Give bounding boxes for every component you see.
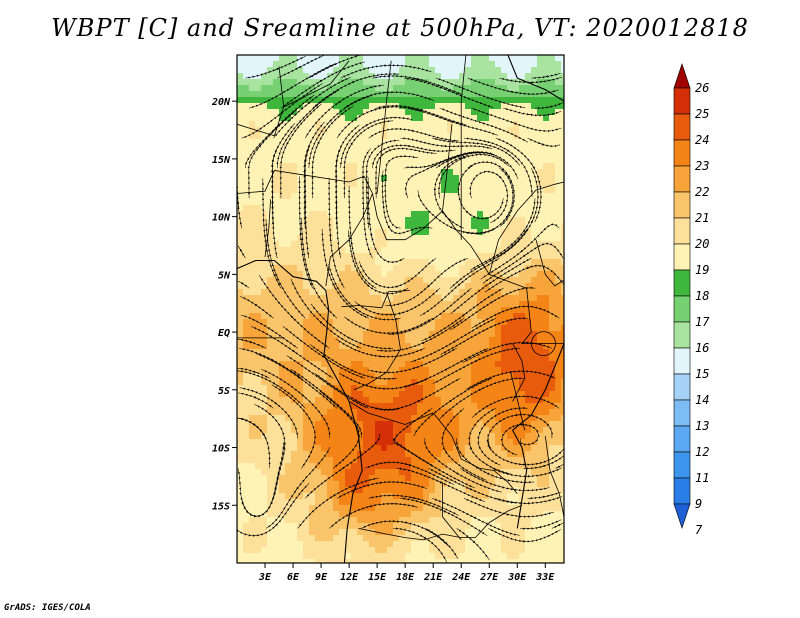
colorbar-swatch — [673, 451, 691, 479]
lon-tick-label: 21E — [423, 572, 443, 583]
colorbar-label: 18 — [695, 289, 709, 303]
lat-tick-label: 5S — [218, 386, 230, 397]
colorbar-swatch — [673, 399, 691, 427]
lon-tick-label: 6E — [287, 572, 300, 583]
colorbar-label: 9 — [695, 497, 702, 511]
colorbar-swatch — [673, 373, 691, 401]
lat-tick-label: 10N — [212, 213, 231, 224]
colorbar-label: 7 — [695, 523, 703, 537]
colorbar-swatch — [673, 165, 691, 193]
colorbar-label: 15 — [695, 367, 709, 381]
colorbar-swatch — [673, 113, 691, 141]
lon-tick-label: 30E — [507, 572, 527, 583]
colorbar-down-icon — [673, 503, 691, 529]
colorbar-swatch — [673, 191, 691, 219]
lon-tick-label: 12E — [340, 572, 359, 583]
colorbar-label: 22 — [695, 185, 709, 199]
lon-tick-label: 9E — [315, 572, 328, 583]
streamline-layer — [237, 55, 564, 563]
colorbar-swatch — [673, 295, 691, 323]
colorbar-swatch — [673, 321, 691, 349]
colorbar-label: 21 — [695, 211, 709, 225]
lon-tick-label: 33E — [535, 572, 555, 583]
colorbar-up-icon — [673, 63, 691, 89]
lat-tick-label: 15N — [212, 155, 231, 166]
colorbar-swatch — [673, 243, 691, 271]
lat-tick-label: 15S — [212, 501, 230, 512]
colorbar-label: 23 — [695, 159, 709, 173]
lat-tick-label: EQ — [218, 328, 230, 339]
plot-frame — [236, 54, 565, 564]
colorbar-label: 14 — [695, 393, 709, 407]
colorbar-label: 26 — [695, 81, 709, 95]
colorbar-label: 16 — [695, 341, 709, 355]
lat-tick-label: 10S — [212, 444, 230, 455]
latitude-axis: 20N 15N 10N 5N EQ 5S 10S 15S — [211, 97, 237, 512]
colorbar-swatch — [673, 269, 691, 297]
map-title: WBPT [C] and Sreamline at 500hPa, VT: 20… — [51, 14, 749, 42]
colorbar-label: 24 — [695, 133, 709, 147]
lat-tick-label: 20N — [211, 97, 231, 108]
colorbar-swatch — [673, 217, 691, 245]
colorbar-label: 25 — [695, 107, 709, 121]
colorbar: 26 25 24 23 22 21 20 19 18 17 16 15 14 13 12 11 9 7 — [673, 63, 710, 537]
colorbar-label: 13 — [695, 419, 709, 433]
colorbar-swatch — [673, 477, 691, 505]
lon-tick-label: 15E — [368, 572, 387, 583]
wbpt-field — [237, 55, 564, 563]
colorbar-label: 20 — [695, 237, 709, 251]
footer-credit: GrADS: IGES/COLA — [4, 603, 91, 613]
lon-tick-label: 24E — [451, 572, 471, 583]
colorbar-label: 12 — [695, 445, 709, 459]
lon-tick-label: 18E — [396, 572, 415, 583]
colorbar-swatch — [673, 87, 691, 115]
lon-tick-label: 3E — [258, 572, 272, 583]
colorbar-label: 11 — [695, 471, 709, 485]
colorbar-label: 19 — [695, 263, 709, 277]
colorbar-swatch — [673, 425, 691, 453]
colorbar-label: 17 — [695, 315, 710, 329]
colorbar-swatch — [673, 139, 691, 167]
colorbar-swatch — [673, 347, 691, 375]
lon-tick-label: 27E — [479, 572, 499, 583]
longitude-axis: 3E 6E 9E 12E 15E 18E 21E 24E 27E 30E 33E — [258, 563, 555, 583]
lat-tick-label: 5N — [218, 270, 231, 281]
